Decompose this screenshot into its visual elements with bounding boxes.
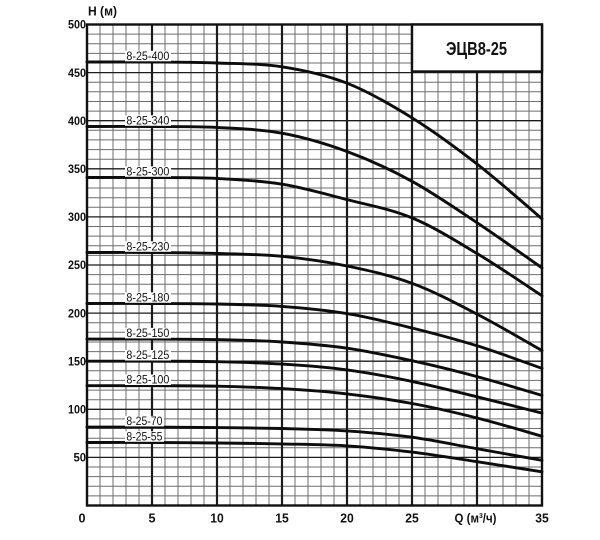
svg-text:8-25-55: 8-25-55 <box>126 432 162 444</box>
svg-text:300: 300 <box>68 210 86 224</box>
svg-text:15: 15 <box>275 510 289 525</box>
svg-text:8-25-400: 8-25-400 <box>126 51 169 63</box>
svg-text:250: 250 <box>68 258 86 272</box>
svg-text:150: 150 <box>68 354 86 368</box>
svg-text:200: 200 <box>68 306 86 320</box>
svg-text:35: 35 <box>535 510 549 525</box>
svg-text:8-25-100: 8-25-100 <box>126 375 169 387</box>
svg-text:400: 400 <box>68 114 86 128</box>
svg-text:8-25-125: 8-25-125 <box>126 350 169 362</box>
svg-text:450: 450 <box>68 66 86 80</box>
svg-text:8-25-70: 8-25-70 <box>126 416 162 428</box>
svg-text:350: 350 <box>68 162 86 176</box>
svg-text:25: 25 <box>405 510 419 525</box>
svg-text:50: 50 <box>74 451 87 465</box>
svg-text:8-25-340: 8-25-340 <box>126 116 169 128</box>
svg-text:8-25-150: 8-25-150 <box>126 328 169 340</box>
svg-text:5: 5 <box>149 510 156 525</box>
svg-text:Н (м): Н (м) <box>88 4 117 19</box>
svg-text:Q (м³/ч): Q (м³/ч) <box>455 510 497 525</box>
svg-text:ЭЦВ8-25: ЭЦВ8-25 <box>446 39 507 59</box>
svg-text:500: 500 <box>68 18 86 32</box>
svg-text:8-25-300: 8-25-300 <box>126 167 169 179</box>
svg-text:8-25-230: 8-25-230 <box>126 242 169 254</box>
svg-text:20: 20 <box>340 510 354 525</box>
svg-text:10: 10 <box>210 510 224 525</box>
svg-text:100: 100 <box>68 403 86 417</box>
svg-text:8-25-180: 8-25-180 <box>126 293 169 305</box>
svg-text:0: 0 <box>79 510 86 525</box>
